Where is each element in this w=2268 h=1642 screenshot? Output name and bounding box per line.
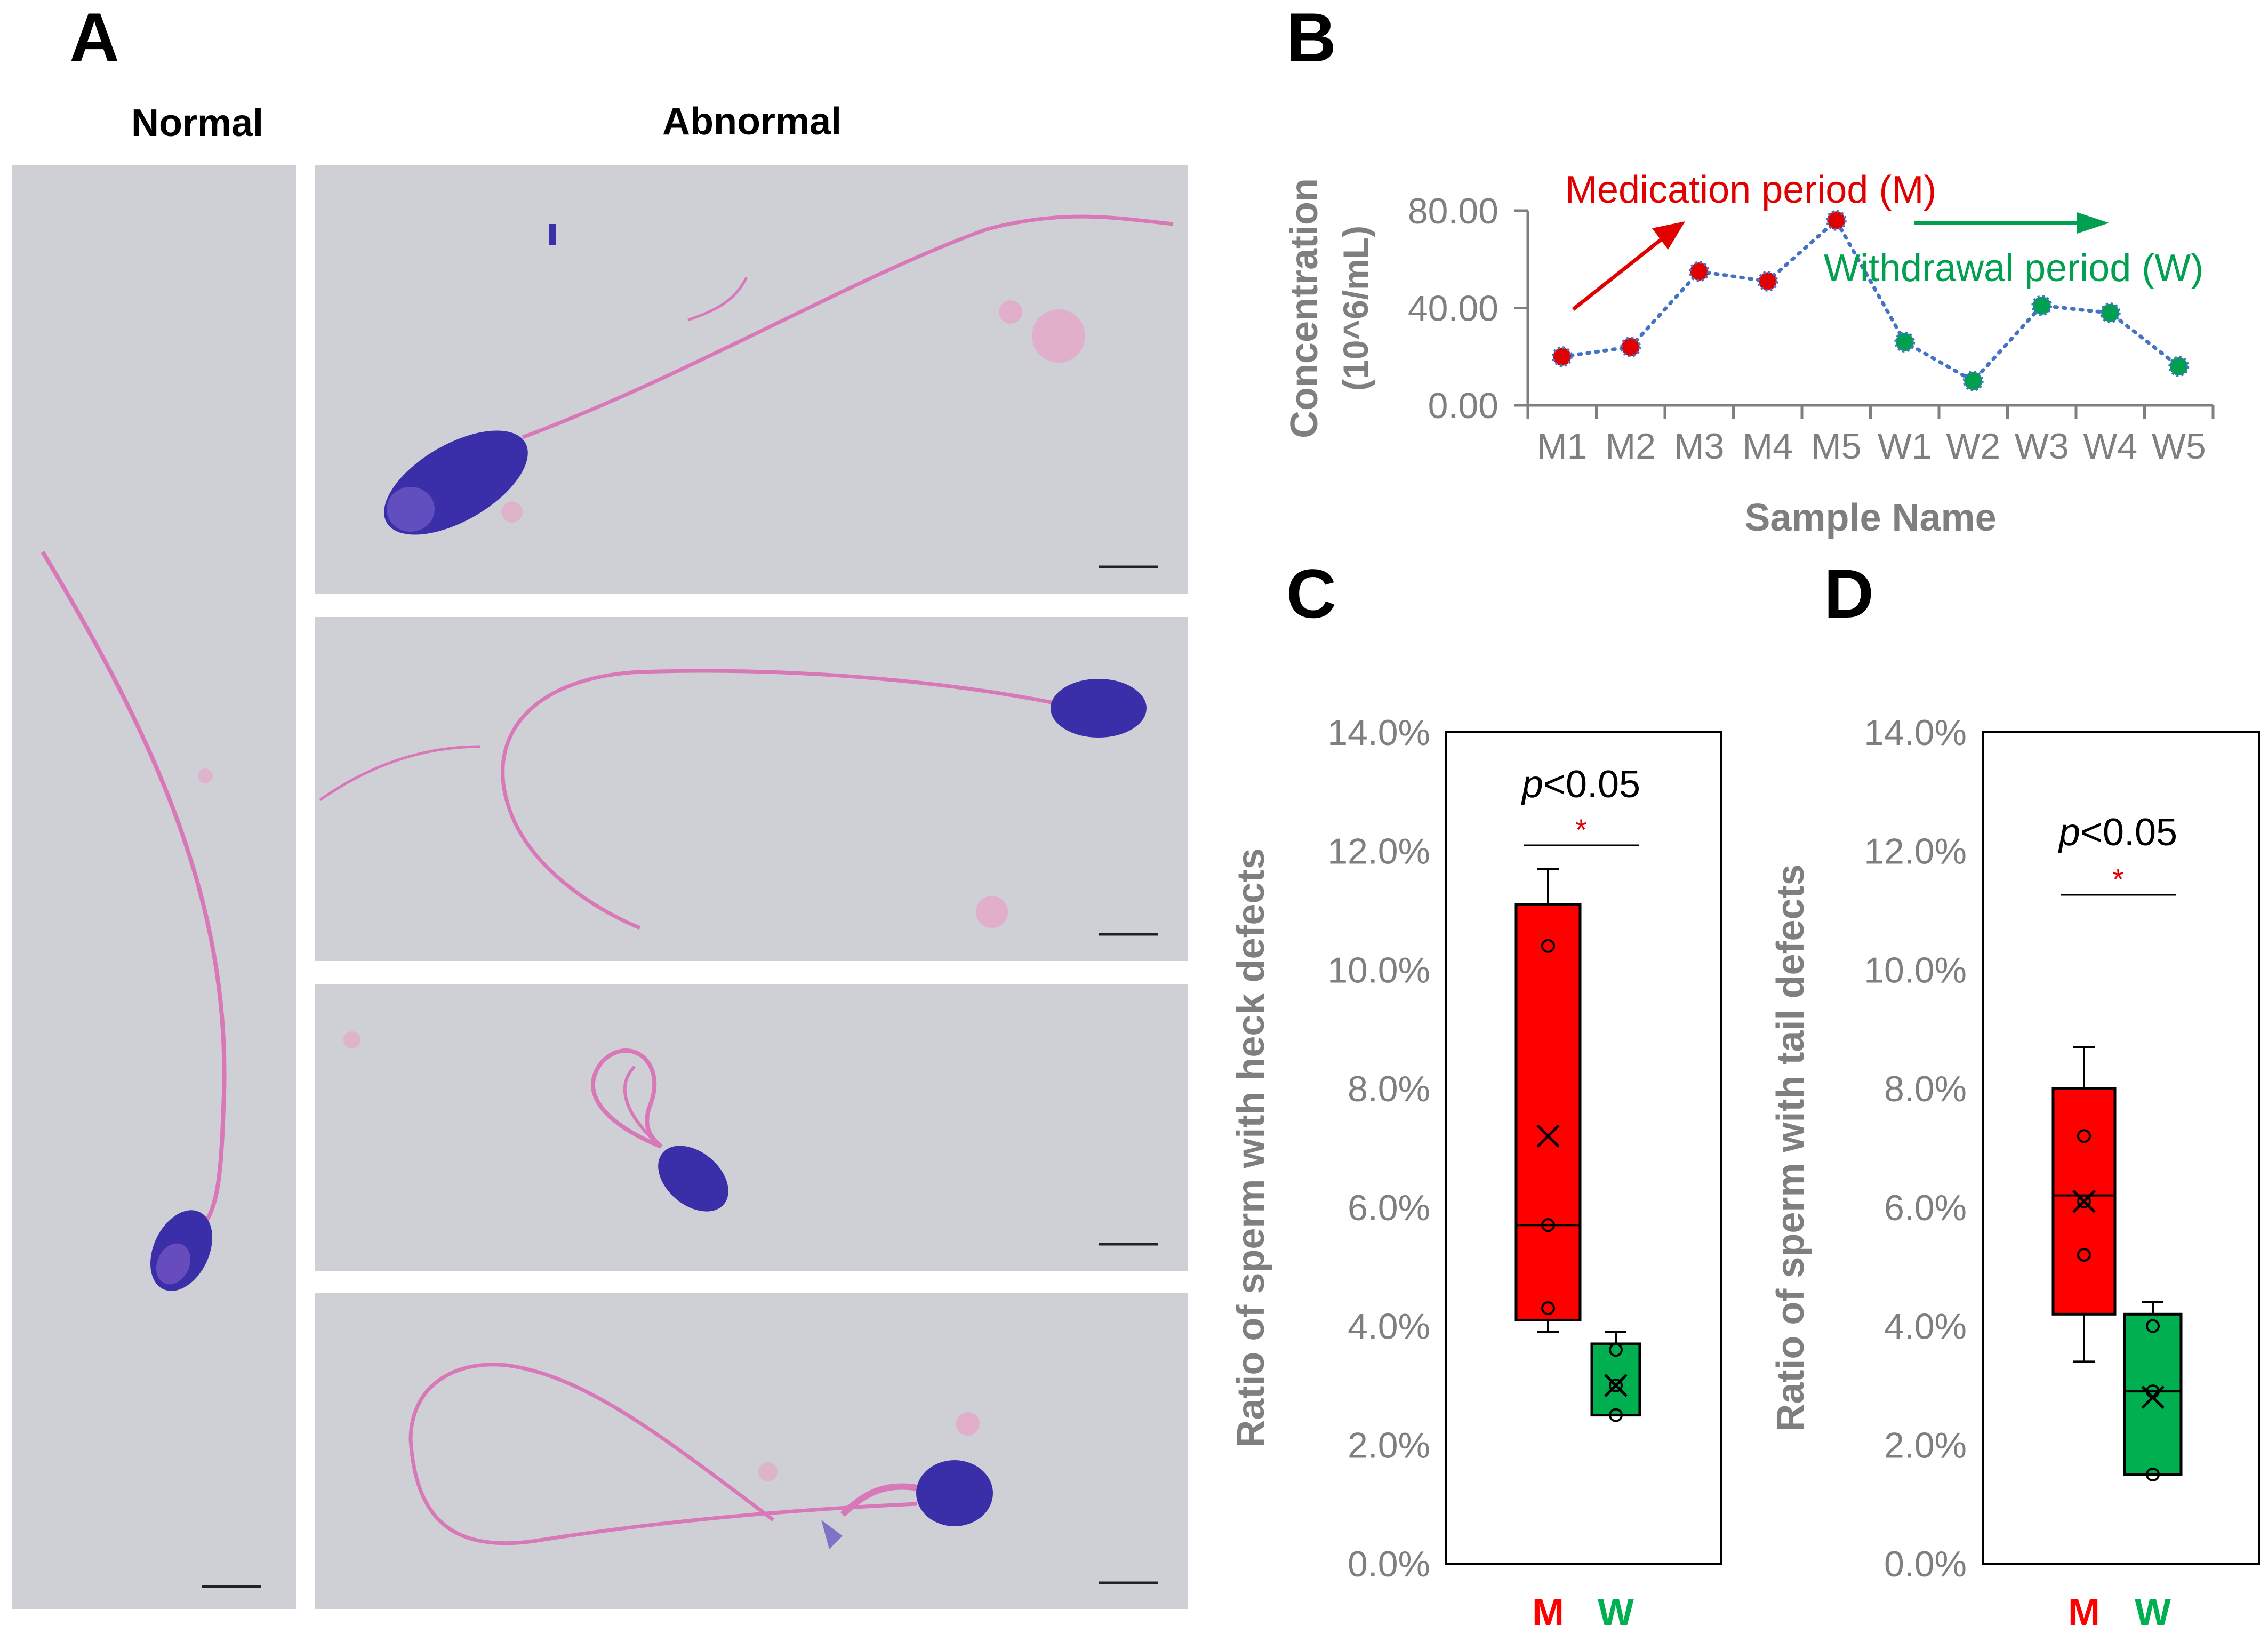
significance-star: *: [1575, 813, 1587, 846]
category-label-m: M: [2068, 1591, 2100, 1634]
p-symbol: p: [2058, 811, 2080, 854]
box-m-point: [2077, 1129, 2091, 1143]
micrograph-abnormal-1: [315, 165, 1188, 594]
y-tick-label: 8.0%: [1348, 1069, 1430, 1109]
y-tick-label: 10.0%: [1327, 950, 1430, 990]
box-w-point: [1609, 1343, 1623, 1357]
plot-area-frame: [1982, 731, 2260, 1565]
box-m-mean-marker: [2072, 1189, 2096, 1213]
data-point-w4: [2099, 302, 2121, 324]
concentration-series-line: [1560, 217, 2181, 383]
x-tick-label: W3: [2015, 426, 2069, 467]
y-tick-label: 0.00: [1428, 386, 1498, 426]
box-w-point: [1609, 1408, 1623, 1422]
y-tick-label: 10.0%: [1864, 950, 1967, 990]
category-label-m: M: [1532, 1591, 1564, 1634]
data-point-w2: [1962, 370, 1984, 391]
category-label-w: W: [1598, 1591, 1634, 1634]
y-tick-label: 14.0%: [1864, 712, 1967, 753]
p-value-label: p<0.05: [2058, 811, 2177, 854]
box-w-mean-marker: [1604, 1374, 1628, 1397]
x-tick-label: W2: [1946, 426, 2000, 467]
y-tick-label: 2.0%: [1884, 1425, 1967, 1465]
panel-b-label: B: [1286, 0, 1336, 76]
panel-a-label: A: [69, 0, 119, 76]
panel-d-label: D: [1824, 555, 1874, 632]
x-tick-label: M2: [1606, 426, 1656, 467]
x-axis-title: Sample Name: [1744, 496, 1996, 539]
box-m-point: [2077, 1194, 2091, 1208]
y-tick-label: 6.0%: [1348, 1188, 1430, 1228]
y-axis-title-line1: Concentration: [1283, 178, 1326, 438]
data-point-m3: [1688, 261, 1710, 282]
concentration-line-chart: 0.00 40.00 80.00 M1 M2 M3 M4 M5 W1 W2 W3 W4 W5 Sample…: [1283, 169, 2215, 539]
y-tick-label: 12.0%: [1864, 831, 1967, 872]
micrograph-abnormal-2: [315, 617, 1188, 961]
withdrawal-arrow-head: [2077, 212, 2109, 234]
y-tick-label: 4.0%: [1348, 1307, 1430, 1347]
box-w-iqr: [2123, 1312, 2183, 1476]
y-axis-title: Ratio of sperm with heck defects: [1230, 848, 1272, 1447]
box-w-point: [2146, 1384, 2160, 1399]
y-tick-label: 80.00: [1408, 191, 1498, 231]
box-m-point: [2077, 1247, 2091, 1262]
y-axis-title-line2: (10^6/mL): [1336, 226, 1375, 391]
p-threshold: <0.05: [1543, 763, 1640, 806]
y-tick-label: 4.0%: [1884, 1307, 1967, 1347]
box-m-point: [1541, 1218, 1555, 1232]
data-point-w1: [1894, 331, 1916, 353]
x-tick-label: W5: [2152, 426, 2206, 467]
category-label-w: W: [2135, 1591, 2171, 1634]
x-tick-label: M4: [1743, 426, 1793, 467]
normal-column-label: Normal: [131, 102, 263, 145]
box-m-point: [1541, 939, 1555, 953]
panel-c-label: C: [1286, 555, 1336, 632]
x-tick-label: M5: [1811, 426, 1861, 467]
x-tick-label: W4: [2083, 426, 2137, 467]
data-point-m1: [1551, 346, 1573, 367]
y-tick-label: 0.0%: [1348, 1544, 1430, 1584]
tail-defect-box-plot: 0.0% 2.0% 4.0% 6.0% 8.0% 10.0% 12.0% 14.0% Ratio…: [1769, 712, 2260, 1634]
abnormal-column-label: Abnormal: [662, 100, 842, 143]
box-w-point: [1609, 1378, 1623, 1392]
medication-arrow-shaft: [1572, 236, 1665, 311]
p-value-label: p<0.05: [1521, 763, 1640, 806]
y-tick-label: 6.0%: [1884, 1188, 1967, 1228]
data-point-m4: [1757, 270, 1778, 292]
plot-area-frame: [1445, 731, 1722, 1565]
significance-star: *: [2112, 862, 2124, 896]
y-tick-label: 2.0%: [1348, 1425, 1430, 1465]
y-tick-label: 40.00: [1408, 289, 1498, 329]
box-m-point: [1541, 1301, 1555, 1316]
p-threshold: <0.05: [2080, 811, 2177, 854]
y-tick-label: 8.0%: [1884, 1069, 1967, 1109]
micrograph-normal: [12, 165, 296, 1609]
data-point-w3: [2031, 295, 2053, 316]
box-w-point: [2146, 1319, 2160, 1333]
y-tick-label: 0.0%: [1884, 1544, 1967, 1584]
box-w-point: [2146, 1467, 2160, 1481]
y-tick-label: 12.0%: [1327, 831, 1430, 872]
medication-arrow-head: [1652, 221, 1685, 250]
medication-period-annotation: Medication period (M): [1565, 169, 1936, 211]
data-point-m5: [1825, 210, 1847, 231]
x-tick-label: M3: [1674, 426, 1724, 467]
box-m-mean-marker: [1536, 1124, 1560, 1148]
x-tick-label: W1: [1878, 426, 1932, 467]
y-tick-label: 14.0%: [1327, 712, 1430, 753]
neck-defect-box-plot: 0.0% 2.0% 4.0% 6.0% 8.0% 10.0% 12.0% 14.0% Ratio…: [1230, 712, 1722, 1634]
box-m-iqr: [1514, 903, 1582, 1321]
x-tick-label: M1: [1537, 426, 1587, 467]
y-axis-title: Ratio of sperm with tail defects: [1769, 864, 1812, 1431]
micrograph-abnormal-3: [315, 984, 1188, 1271]
data-point-m2: [1620, 337, 1641, 357]
p-symbol: p: [1521, 763, 1543, 806]
withdrawal-period-annotation: Withdrawal period (W): [1824, 247, 2203, 290]
data-point-w5: [2168, 356, 2190, 377]
micrograph-abnormal-4: [315, 1293, 1188, 1609]
